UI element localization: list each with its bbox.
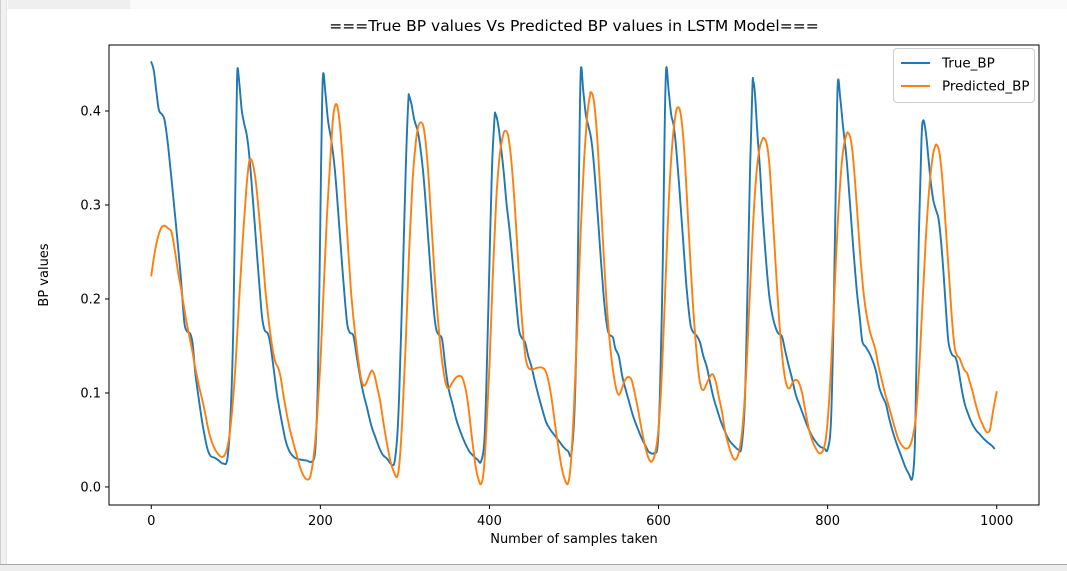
- y-tick-label: 0.1: [80, 386, 101, 401]
- figure-canvas: ===True BP values Vs Predicted BP values…: [8, 9, 1067, 564]
- x-axis-label: Number of samples taken: [490, 532, 658, 547]
- predicted-bp-line: [150, 90, 998, 486]
- chart-title: ===True BP values Vs Predicted BP values…: [329, 17, 818, 35]
- legend-label-true-bp: True_BP: [941, 56, 995, 72]
- legend-label-predicted-bp: Predicted_BP: [942, 79, 1030, 95]
- y-tick-label: 0.3: [80, 198, 101, 213]
- x-tick-label: 800: [815, 514, 840, 529]
- legend: True_BP Predicted_BP: [893, 48, 1035, 103]
- window-edge-top-tab: [8, 0, 130, 9]
- x-tick-label: 200: [308, 514, 333, 529]
- x-axis-ticks: 0 200 400 600 800 1000: [147, 505, 1013, 529]
- window-edge-bottom: [0, 564, 1067, 571]
- window-edge-left: [0, 0, 7, 570]
- x-tick-label: 0: [147, 514, 155, 529]
- chart-svg: ===True BP values Vs Predicted BP values…: [37, 17, 1040, 547]
- y-tick-label: 0.2: [80, 292, 101, 307]
- x-tick-label: 1000: [980, 514, 1013, 529]
- x-tick-label: 400: [477, 514, 502, 529]
- y-tick-label: 0.4: [80, 104, 101, 119]
- y-axis-label: BP values: [37, 243, 52, 306]
- x-tick-label: 600: [646, 514, 671, 529]
- legend-box: [893, 48, 1035, 103]
- true-bp-line: [150, 61, 996, 481]
- y-tick-label: 0.0: [80, 480, 101, 495]
- y-axis-ticks: 0.0 0.1 0.2 0.3 0.4: [80, 104, 109, 495]
